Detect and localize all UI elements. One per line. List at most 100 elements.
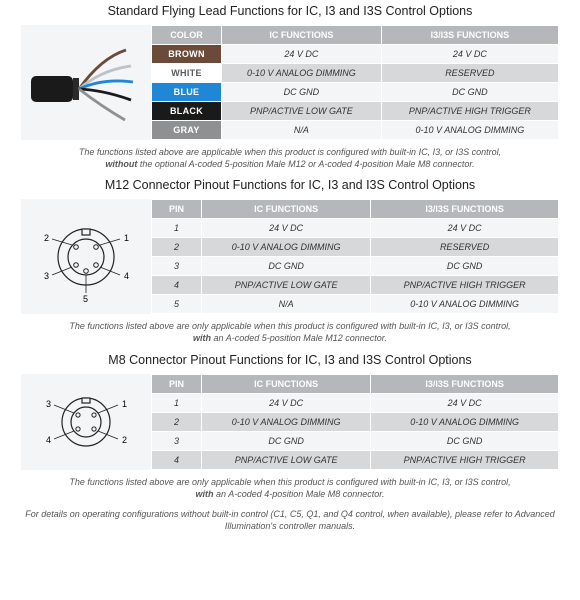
svg-text:5: 5 [83,294,88,304]
caption-bold: with [193,333,211,343]
flying-lead-diagram [21,25,151,140]
cell-ic: DC GND [202,431,371,450]
th-ic: IC FUNCTIONS [202,374,371,393]
cell-pin: 4 [152,450,202,469]
cell-i3: 24 V DC [371,393,559,412]
table-row: GRAYN/A0-10 V ANALOG DIMMING [152,121,559,140]
cell-pin: 2 [152,238,202,257]
flying-lead-table: COLOR IC FUNCTIONS I3/I3S FUNCTIONS BROW… [151,25,559,140]
table-row: BLUEDC GNDDC GND [152,83,559,102]
flying-lead-panel: COLOR IC FUNCTIONS I3/I3S FUNCTIONS BROW… [20,24,560,141]
color-chip: GRAY [152,121,222,140]
table-row: 3DC GNDDC GND [152,431,559,450]
table-row: WHITE0-10 V ANALOG DIMMINGRESERVED [152,64,559,83]
svg-text:4: 4 [46,435,51,445]
caption-bold: without [105,159,137,169]
cell-ic: PNP/ACTIVE LOW GATE [202,276,371,295]
table-row: 4PNP/ACTIVE LOW GATEPNP/ACTIVE HIGH TRIG… [152,450,559,469]
cell-i3: 24 V DC [381,45,558,64]
m12-caption: The functions listed above are only appl… [20,320,560,344]
cell-pin: 3 [152,257,202,276]
table-row: 124 V DC24 V DC [152,219,559,238]
cell-i3: DC GND [371,431,559,450]
cell-ic: DC GND [222,83,382,102]
m12-table: PIN IC FUNCTIONS I3/I3S FUNCTIONS 124 V … [151,199,559,314]
caption-text: the optional A-coded 5-position Male M12… [137,159,474,169]
caption-text: an A-coded 5-position Male M12 connector… [211,333,387,343]
m12-title: M12 Connector Pinout Functions for IC, I… [20,178,560,192]
cell-i3: 0-10 V ANALOG DIMMING [371,295,559,314]
cell-i3: RESERVED [371,238,559,257]
m8-section: M8 Connector Pinout Functions for IC, I3… [20,353,560,500]
svg-text:2: 2 [122,435,127,445]
cell-i3: 24 V DC [371,219,559,238]
m8-caption: The functions listed above are only appl… [20,476,560,500]
color-chip: BLUE [152,83,222,102]
color-chip: BROWN [152,45,222,64]
table-row: 20-10 V ANALOG DIMMING0-10 V ANALOG DIMM… [152,412,559,431]
cell-i3: 0-10 V ANALOG DIMMING [381,121,558,140]
caption-text: The functions listed above are only appl… [69,477,510,487]
cell-ic: 24 V DC [202,219,371,238]
m12-diagram: 1 2 3 4 5 [21,199,151,314]
th-i3: I3/I3S FUNCTIONS [371,200,559,219]
cell-ic: DC GND [202,257,371,276]
cell-i3: PNP/ACTIVE HIGH TRIGGER [371,450,559,469]
svg-text:1: 1 [124,233,129,243]
cell-ic: PNP/ACTIVE LOW GATE [222,102,382,121]
flying-lead-section: Standard Flying Lead Functions for IC, I… [20,4,560,170]
m8-panel: 1 3 4 2 PIN IC FUNCTIONS I3/I3S FUNCTION… [20,373,560,471]
m8-table: PIN IC FUNCTIONS I3/I3S FUNCTIONS 124 V … [151,374,559,470]
th-i3: I3/I3S FUNCTIONS [381,26,558,45]
caption-text: The functions listed above are applicabl… [79,147,501,157]
m12-panel: 1 2 3 4 5 PIN IC FUNCTIONS I3/I3S FUNCTI… [20,198,560,315]
table-row: 124 V DC24 V DC [152,393,559,412]
m12-section: M12 Connector Pinout Functions for IC, I… [20,178,560,344]
cell-pin: 2 [152,412,202,431]
flying-lead-title: Standard Flying Lead Functions for IC, I… [20,4,560,18]
th-i3: I3/I3S FUNCTIONS [371,374,559,393]
cell-pin: 5 [152,295,202,314]
cell-pin: 1 [152,219,202,238]
color-chip: BLACK [152,102,222,121]
table-row: 3DC GNDDC GND [152,257,559,276]
svg-text:3: 3 [46,399,51,409]
cell-i3: RESERVED [381,64,558,83]
caption-bold: with [196,489,214,499]
th-ic: IC FUNCTIONS [202,200,371,219]
cell-ic: 0-10 V ANALOG DIMMING [222,64,382,83]
footer-note: For details on operating configurations … [20,508,560,532]
cell-ic: 24 V DC [222,45,382,64]
cell-ic: PNP/ACTIVE LOW GATE [202,450,371,469]
m8-title: M8 Connector Pinout Functions for IC, I3… [20,353,560,367]
cell-i3: PNP/ACTIVE HIGH TRIGGER [371,276,559,295]
svg-text:3: 3 [44,271,49,281]
table-row: 4PNP/ACTIVE LOW GATEPNP/ACTIVE HIGH TRIG… [152,276,559,295]
caption-text: an A-coded 4-position Male M8 connector. [214,489,385,499]
cell-i3: DC GND [371,257,559,276]
cell-i3: DC GND [381,83,558,102]
cell-ic: 0-10 V ANALOG DIMMING [202,238,371,257]
svg-text:1: 1 [122,399,127,409]
table-row: 20-10 V ANALOG DIMMINGRESERVED [152,238,559,257]
th-color: COLOR [152,26,222,45]
cell-pin: 1 [152,393,202,412]
table-row: BLACKPNP/ACTIVE LOW GATEPNP/ACTIVE HIGH … [152,102,559,121]
cell-ic: 24 V DC [202,393,371,412]
svg-text:2: 2 [44,233,49,243]
m8-diagram: 1 3 4 2 [21,374,151,470]
th-pin: PIN [152,374,202,393]
cell-pin: 4 [152,276,202,295]
color-chip: WHITE [152,64,222,83]
cell-ic: N/A [202,295,371,314]
flying-lead-caption: The functions listed above are applicabl… [20,146,560,170]
cell-i3: 0-10 V ANALOG DIMMING [371,412,559,431]
th-ic: IC FUNCTIONS [222,26,382,45]
table-row: 5N/A0-10 V ANALOG DIMMING [152,295,559,314]
cell-ic: N/A [222,121,382,140]
cell-ic: 0-10 V ANALOG DIMMING [202,412,371,431]
cell-i3: PNP/ACTIVE HIGH TRIGGER [381,102,558,121]
svg-text:4: 4 [124,271,129,281]
cell-pin: 3 [152,431,202,450]
caption-text: The functions listed above are only appl… [69,321,510,331]
